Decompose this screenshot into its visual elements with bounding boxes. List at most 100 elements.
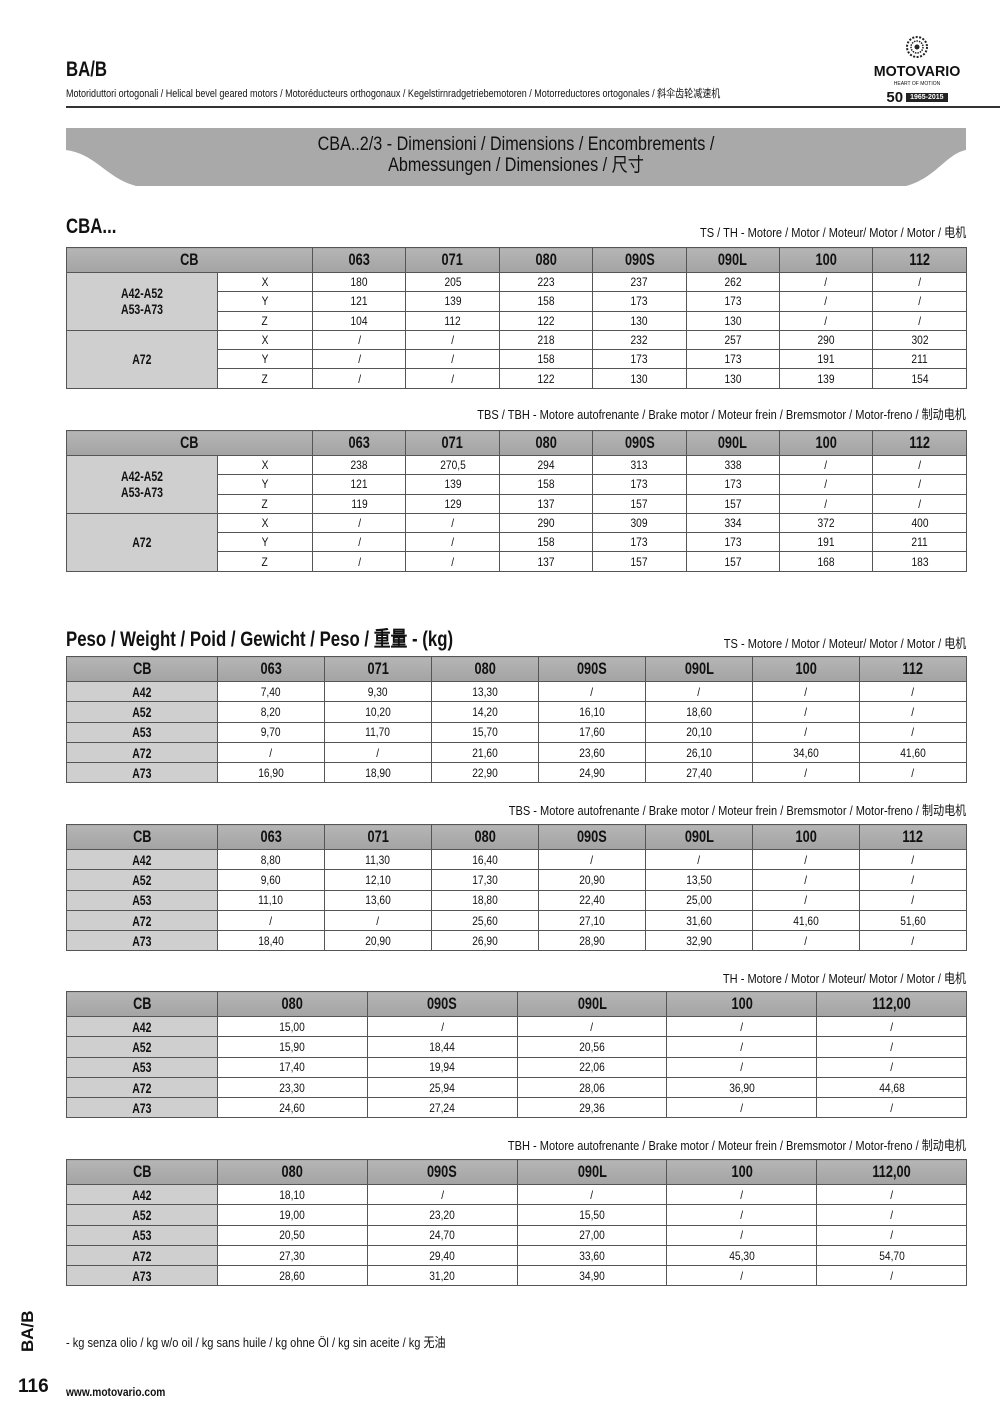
column-header: 071 xyxy=(324,824,432,850)
table-cell-text: / xyxy=(804,852,808,867)
column-header: 100 xyxy=(752,656,860,682)
table-cell: 180 xyxy=(311,271,407,293)
table-cell-text: 112 xyxy=(444,313,461,328)
table-row: A42 7,40 9,30 13,30 / / / / xyxy=(66,680,967,703)
table-cell: 338 xyxy=(685,454,780,476)
motor-label: TH - Motore / Motor / Moteur/ Motor / Mo… xyxy=(722,971,966,986)
table-cell-text: 290 xyxy=(817,333,835,348)
table-cell-text: 173 xyxy=(724,477,742,492)
table-cell: 11,10 xyxy=(217,889,325,911)
table-cell-text: 12,10 xyxy=(365,872,391,887)
table-cell: 130 xyxy=(592,310,687,331)
row-label: A73 xyxy=(66,930,218,952)
axis-label: Z xyxy=(217,368,313,389)
table-cell-text: / xyxy=(590,852,594,867)
table-cell: / xyxy=(752,701,860,723)
table-cell-text: 27,30 xyxy=(279,1248,306,1263)
logo-tagline: HEART OF MOTION xyxy=(893,81,941,87)
table-cell-text: 24,60 xyxy=(279,1100,306,1115)
row-label-text: A53 xyxy=(132,892,152,909)
axis-label: Y xyxy=(217,474,313,495)
table-cell: / xyxy=(859,721,967,743)
table-cell: / xyxy=(666,1183,818,1206)
table-cell-text: 29,36 xyxy=(579,1100,605,1115)
table-cell: 22,40 xyxy=(538,889,646,911)
table-cell: 10,20 xyxy=(324,701,432,723)
header-row: CB 080 090S 090L 100 112,00 xyxy=(66,991,967,1017)
weight-table-tbh: CB 080 090S 090L 100 112,00 A42 18,10 / / / / A52 19,… xyxy=(66,1159,967,1287)
table-cell: / xyxy=(752,848,860,871)
table-cell-text: / xyxy=(451,516,454,531)
page-number: 116 xyxy=(18,1376,49,1397)
column-header: 090L xyxy=(685,247,780,273)
website-link[interactable]: www.motovario.com xyxy=(66,1385,166,1399)
table-cell-text: 22,06 xyxy=(579,1060,605,1075)
table-cell-text: / xyxy=(804,765,808,780)
table-cell-text: 7,40 xyxy=(261,684,281,699)
table-row: Z 119 129 137 157 157 / / xyxy=(67,493,967,514)
table-cell: 237 xyxy=(592,271,687,293)
table-cell: / xyxy=(405,368,500,389)
axis-label-text: Y xyxy=(261,352,269,367)
table-cell: / xyxy=(405,551,500,572)
row-label: A42 xyxy=(66,1183,218,1206)
row-label-text: A72 xyxy=(132,1247,152,1264)
column-header: 090S xyxy=(366,1159,518,1185)
table-cell-text: / xyxy=(911,893,915,908)
table-cell-text: 34,60 xyxy=(793,745,819,760)
table-cell-text: 173 xyxy=(724,535,742,550)
corner-header: CB xyxy=(66,247,313,273)
column-header: 090L xyxy=(516,991,668,1017)
table-cell: 27,10 xyxy=(538,909,646,932)
column-header-text: 080 xyxy=(281,994,304,1013)
corner-header: CB xyxy=(66,430,313,456)
column-header-text: 090L xyxy=(718,250,748,269)
table-cell: 372 xyxy=(778,512,874,534)
column-header: 100 xyxy=(778,247,874,273)
table-cell: 139 xyxy=(405,291,500,312)
axis-label-text: Z xyxy=(261,371,269,386)
column-header: 071 xyxy=(324,656,432,682)
table-cell-text: / xyxy=(590,1187,594,1202)
table-cell: 13,50 xyxy=(645,869,753,891)
table-cell: 29,40 xyxy=(366,1244,518,1267)
table-cell-text: / xyxy=(740,1268,744,1283)
table-cell-text: 26,10 xyxy=(686,745,712,760)
table-cell: / xyxy=(872,291,967,312)
table-cell-text: 158 xyxy=(537,352,555,367)
column-header-text: 100 xyxy=(815,250,837,269)
table-cell: / xyxy=(816,1183,967,1206)
table-cell-text: 137 xyxy=(537,496,555,511)
table-cell: 130 xyxy=(592,368,687,389)
table-cell-text: / xyxy=(824,275,828,290)
table-cell: 17,30 xyxy=(431,869,539,891)
table-cell: 18,60 xyxy=(645,701,753,723)
table-cell-text: 20,10 xyxy=(686,725,712,740)
table-cell: / xyxy=(311,368,407,389)
table-cell-text: 44,68 xyxy=(878,1080,905,1095)
axis-label-text: Y xyxy=(261,477,269,492)
table-cell: / xyxy=(217,741,325,764)
table-cell-text: / xyxy=(740,1207,744,1222)
group-label-text: A53-A73 xyxy=(120,484,164,501)
table-cell: / xyxy=(778,493,874,514)
table-cell-text: / xyxy=(451,535,454,550)
table-cell-text: 45,30 xyxy=(729,1248,755,1263)
table-cell-text: / xyxy=(590,684,594,699)
table-cell: 112 xyxy=(405,310,500,331)
header-row: CB 063 071 080 090S 090L 100 112 xyxy=(66,247,967,273)
row-label: A42 xyxy=(66,1015,218,1038)
table-cell-text: / xyxy=(440,1187,444,1202)
table-cell-text: 22,90 xyxy=(472,765,498,780)
table-row: A42 8,80 11,30 16,40 / / / / xyxy=(66,848,967,871)
logo-brand: MOTOVARIO xyxy=(873,63,961,80)
table-cell-text: 28,06 xyxy=(579,1080,605,1095)
column-header: 090L xyxy=(645,824,753,850)
table-cell: 218 xyxy=(498,329,594,351)
table-cell: 130 xyxy=(685,368,780,389)
table-cell-text: / xyxy=(890,1100,893,1115)
table-cell: 34,60 xyxy=(752,741,860,764)
table-cell: / xyxy=(366,1015,518,1038)
table-cell: / xyxy=(816,1097,967,1119)
column-header-text: 100 xyxy=(795,659,817,678)
